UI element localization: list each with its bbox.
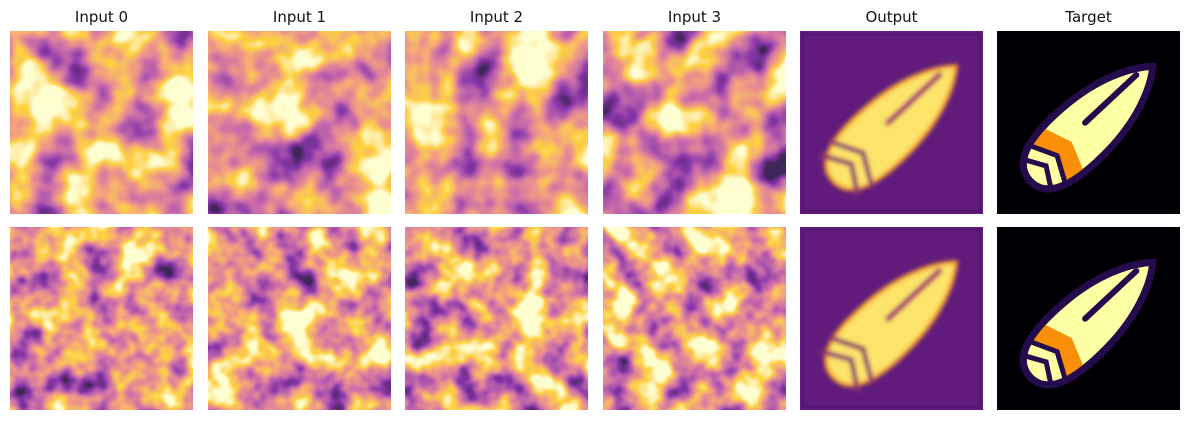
noise-image xyxy=(10,31,193,214)
image-panel xyxy=(405,31,588,214)
noise-image xyxy=(208,227,391,410)
image-panel xyxy=(208,227,391,410)
noise-image xyxy=(603,227,786,410)
noise-image xyxy=(405,227,588,410)
image-panel xyxy=(10,31,193,214)
board-notch xyxy=(1020,140,1071,193)
image-panel xyxy=(405,227,588,410)
board-slot xyxy=(1082,71,1140,126)
board-slot xyxy=(1082,267,1140,322)
panel-title: Input 2 xyxy=(470,8,523,26)
board-notch xyxy=(1020,336,1071,389)
surfboard xyxy=(1003,233,1180,406)
image-panel xyxy=(997,227,1180,410)
image-panel xyxy=(800,31,983,214)
board-slot xyxy=(885,267,943,322)
panel-title: Output xyxy=(865,8,917,26)
surfboard xyxy=(1003,37,1180,210)
image-panel xyxy=(603,227,786,410)
noise-image xyxy=(10,227,193,410)
image-panel xyxy=(208,31,391,214)
panel-title: Target xyxy=(1064,8,1112,26)
noise-image xyxy=(405,31,588,214)
noise-image xyxy=(603,31,786,214)
panel-title: Input 3 xyxy=(668,8,721,26)
panel-title: Input 1 xyxy=(273,8,326,26)
image-panel xyxy=(800,227,983,410)
surfboard xyxy=(809,41,980,206)
image-panel xyxy=(997,31,1180,214)
image-panel xyxy=(603,31,786,214)
noise-image xyxy=(208,31,391,214)
board-slot xyxy=(885,71,943,126)
panel-title: Input 0 xyxy=(75,8,128,26)
image-panel xyxy=(10,227,193,410)
surfboard xyxy=(809,237,980,402)
